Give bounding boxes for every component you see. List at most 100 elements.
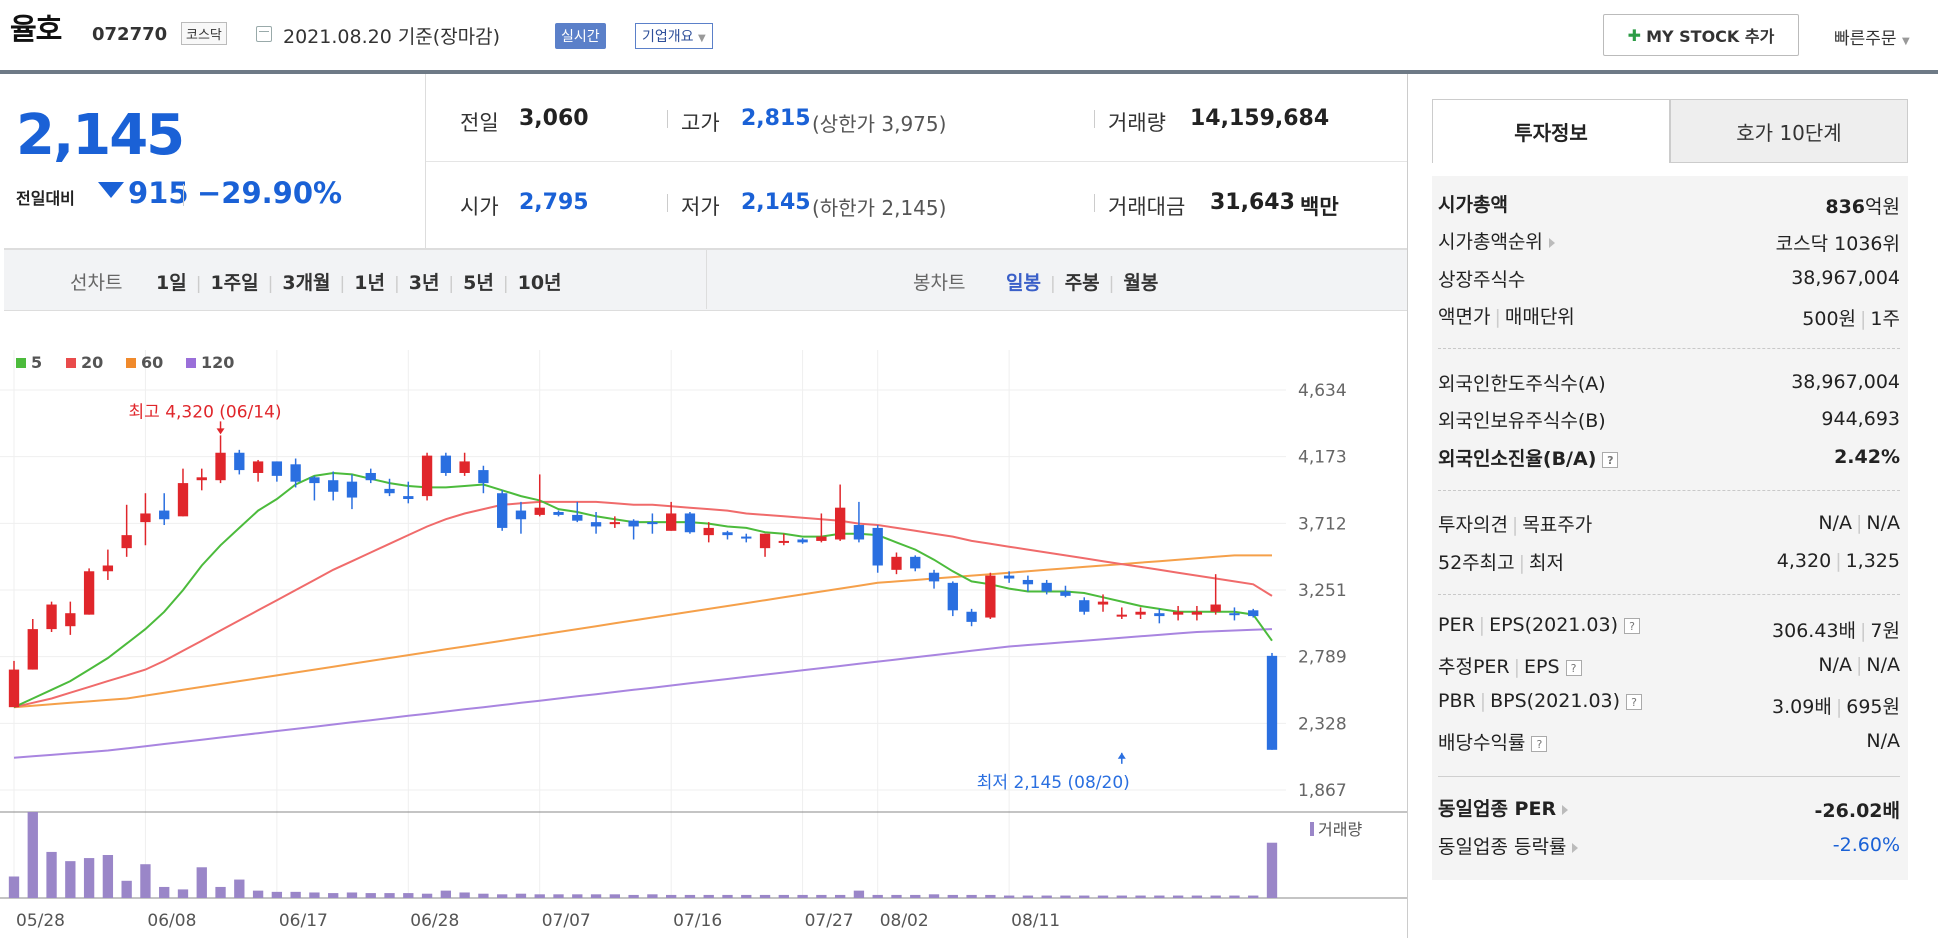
help-icon[interactable]: ? — [1602, 451, 1619, 468]
quick-order-link[interactable]: 빠른주문 ▼ — [1834, 24, 1910, 49]
est-per-values: N/A | N/A — [1818, 654, 1900, 676]
divider — [1438, 594, 1900, 595]
my-stock-add-button[interactable]: ✚ MY STOCK 추가 — [1603, 14, 1799, 56]
candle-body — [215, 452, 226, 481]
market-badge: 코스닥 — [181, 22, 227, 45]
y-tick-label: 3,251 — [1298, 581, 1347, 601]
rank-row[interactable]: 시가총액순위 코스닥 1036위 — [1438, 227, 1900, 263]
tab-line-period-2[interactable]: 3개월 — [282, 272, 331, 294]
foreign-hold-label: 외국인보유주식수(B) — [1438, 410, 1606, 432]
candle-body — [1041, 582, 1052, 592]
volume-bar — [8, 876, 20, 898]
volume-bar — [666, 894, 677, 898]
line-chart-tabs: 1일 | 1주일 | 3개월 | 1년 | 3년 | 5년 | 10년 — [156, 268, 562, 295]
base-date: 2021.08.20 기준(장마감) — [283, 26, 501, 48]
volume-bar — [515, 893, 527, 898]
amount-value: 31,643 — [1210, 190, 1295, 215]
y-tick-label: 2,328 — [1298, 714, 1347, 734]
volume-bar — [177, 889, 189, 898]
x-tick-label: 07/07 — [542, 911, 591, 931]
candle-body — [403, 496, 414, 499]
dividend-value: N/A — [1866, 730, 1900, 752]
help-icon[interactable]: ? — [1531, 735, 1548, 752]
candle-body — [440, 455, 452, 473]
x-tick-label: 08/02 — [880, 911, 929, 931]
candle-body — [816, 536, 827, 541]
tab-hoga[interactable]: 호가 10단계 — [1670, 99, 1908, 163]
candle-body — [421, 455, 433, 497]
candle-body — [1172, 611, 1184, 615]
volume-bar — [1135, 895, 1146, 898]
candle-body — [834, 507, 846, 540]
volume-bar — [1229, 895, 1240, 898]
dividend-label-text: 배당수익률 — [1438, 732, 1526, 754]
tab-line-period-5[interactable]: 5년 — [463, 272, 494, 294]
ma120-line — [13, 628, 1273, 759]
foreign-rate-label-text: 외국인소진율(B/A) — [1438, 448, 1597, 470]
candle-body — [27, 629, 38, 670]
divider — [1438, 348, 1900, 349]
tab-line-period-3[interactable]: 1년 — [354, 272, 385, 294]
dividend-row: 배당수익률? N/A — [1438, 728, 1900, 764]
shares-label: 상장주식수 — [1438, 269, 1526, 291]
candle-body — [177, 483, 189, 517]
tab-line-period-6[interactable]: 10년 — [517, 272, 562, 294]
quick-order-label: 빠른주문 — [1834, 29, 1897, 49]
tab-line-period-1[interactable]: 1주일 — [210, 272, 259, 294]
est-per-label-text: 추정PER — [1438, 656, 1510, 678]
volume-bar — [609, 894, 620, 898]
candle-body — [1022, 579, 1034, 585]
volume-bar — [1266, 842, 1278, 898]
realtime-button[interactable]: 실시간 — [555, 23, 606, 49]
volume-bar — [27, 812, 38, 898]
tab-invest-info[interactable]: 투자정보 — [1432, 99, 1670, 163]
open-label: 시가 — [460, 195, 499, 219]
tab-candle-period-1[interactable]: 주봉 — [1064, 272, 1100, 294]
volume-bar — [759, 894, 771, 898]
change-rate: −29.90% — [197, 176, 343, 210]
help-icon[interactable]: ? — [1624, 617, 1640, 634]
volume-bar — [328, 893, 339, 898]
volume-bar — [590, 894, 602, 898]
candle-body — [928, 572, 940, 582]
sector-rate-row[interactable]: 동일업종 등락률 -2.60% — [1438, 832, 1900, 868]
tab-candle-period-2[interactable]: 월봉 — [1123, 272, 1159, 294]
candle-body — [196, 477, 207, 481]
divider: | — [448, 274, 455, 294]
divider: | — [502, 274, 509, 294]
divider — [183, 184, 184, 206]
volume-legend-label: 거래량 — [1318, 820, 1362, 839]
rank-value: 코스닥 1036위 — [1775, 233, 1900, 255]
my-stock-label: MY STOCK 추가 — [1646, 27, 1775, 46]
candle-body — [872, 527, 883, 566]
volume-bar — [1116, 895, 1127, 898]
open-value: 2,795 — [519, 190, 589, 215]
volume-bar — [1079, 895, 1090, 898]
help-icon[interactable]: ? — [1626, 693, 1643, 710]
foreign-limit-label: 외국인한도주식수(A) — [1438, 373, 1606, 395]
plus-icon: ✚ — [1627, 25, 1642, 45]
help-icon[interactable]: ? — [1565, 659, 1582, 676]
divider: | — [339, 274, 346, 294]
opinion-label-text: 투자의견 — [1438, 514, 1508, 536]
week52-low-label: 최저 — [1529, 552, 1564, 574]
divider: | — [1049, 274, 1056, 294]
chevron-down-icon: ▼ — [1901, 36, 1910, 47]
foreign-rate-row: 외국인소진율(B/A)? 2.42% — [1438, 444, 1900, 480]
tab-candle-period-0[interactable]: 일봉 — [1006, 272, 1041, 294]
caret-right-icon — [1562, 804, 1569, 815]
volume-label: 거래량 — [1108, 111, 1166, 135]
company-overview-dropdown[interactable]: 기업개요 ▼ — [635, 23, 713, 49]
week52-low-value: 1,325 — [1845, 550, 1900, 572]
volume-bar — [1003, 895, 1015, 898]
candle-body — [797, 539, 808, 543]
sector-per-row[interactable]: 동일업종 PER -26.02배 — [1438, 794, 1900, 830]
tab-line-period-0[interactable]: 1일 — [156, 272, 187, 294]
opinion-values: N/A | N/A — [1818, 512, 1900, 534]
tab-line-period-4[interactable]: 3년 — [408, 272, 440, 294]
volume-bar — [196, 867, 207, 898]
lower-limit: (하한가 2,145) — [812, 196, 947, 220]
legend-swatch — [186, 358, 196, 368]
divider: | — [195, 274, 202, 294]
volume-bar — [816, 894, 827, 898]
